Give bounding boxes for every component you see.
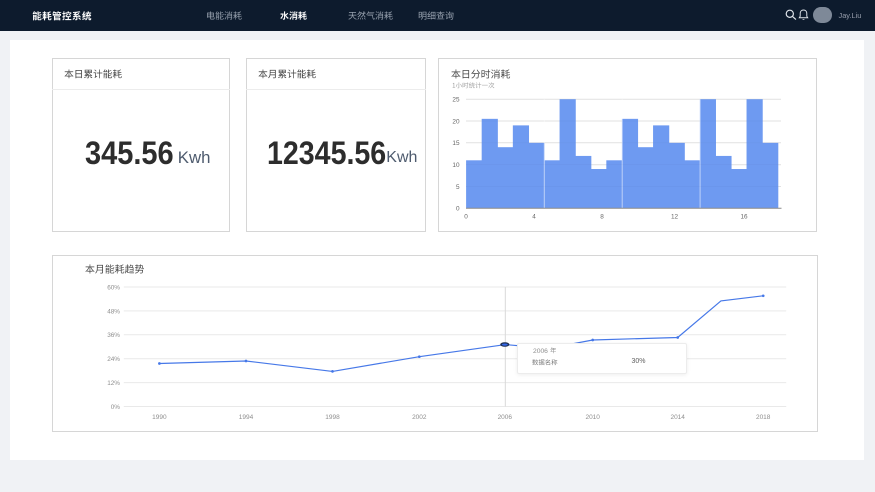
svg-text:12: 12 (671, 214, 679, 221)
svg-text:0%: 0% (111, 404, 121, 411)
svg-text:36%: 36% (107, 332, 120, 339)
svg-text:25: 25 (452, 97, 460, 104)
svg-text:15: 15 (452, 140, 460, 147)
svg-text:12%: 12% (107, 380, 120, 387)
svg-text:60%: 60% (107, 284, 120, 291)
svg-text:10: 10 (452, 162, 460, 169)
svg-text:2006: 2006 (498, 414, 513, 421)
svg-text:1998: 1998 (325, 414, 340, 421)
svg-text:0: 0 (464, 214, 468, 221)
svg-text:5: 5 (456, 184, 460, 191)
svg-text:20: 20 (452, 118, 460, 125)
svg-text:1994: 1994 (239, 414, 254, 421)
svg-text:4: 4 (532, 214, 536, 221)
svg-text:8: 8 (600, 214, 604, 221)
svg-text:48%: 48% (107, 308, 120, 315)
svg-text:2014: 2014 (670, 414, 685, 421)
svg-text:0: 0 (456, 206, 460, 213)
svg-text:1990: 1990 (152, 414, 167, 421)
svg-text:2002: 2002 (412, 414, 427, 421)
svg-text:16: 16 (740, 214, 748, 221)
svg-text:24%: 24% (107, 356, 120, 363)
svg-text:2018: 2018 (756, 414, 771, 421)
svg-text:2010: 2010 (585, 414, 600, 421)
